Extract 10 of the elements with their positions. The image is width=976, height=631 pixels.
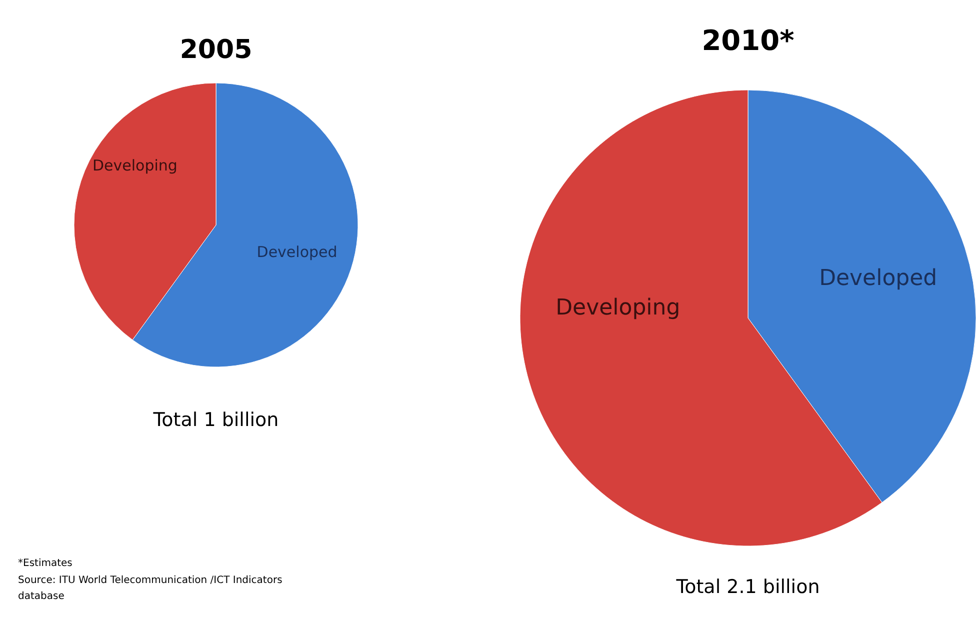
slice-label: Developed bbox=[256, 243, 338, 262]
slice-label: Developed bbox=[819, 266, 938, 291]
chart-title: 2005 bbox=[180, 35, 252, 65]
slice-label: Developing bbox=[556, 296, 680, 321]
text: *Estimates bbox=[18, 558, 72, 569]
text: Total 1 billion bbox=[152, 409, 279, 431]
chart-title: 2010* bbox=[702, 24, 795, 57]
slice-label: Developing bbox=[92, 156, 178, 174]
source-note: Source: ITU World Telecommunication /ICT Indicators database bbox=[18, 575, 282, 602]
text: Total 2.1 billion bbox=[675, 576, 820, 598]
